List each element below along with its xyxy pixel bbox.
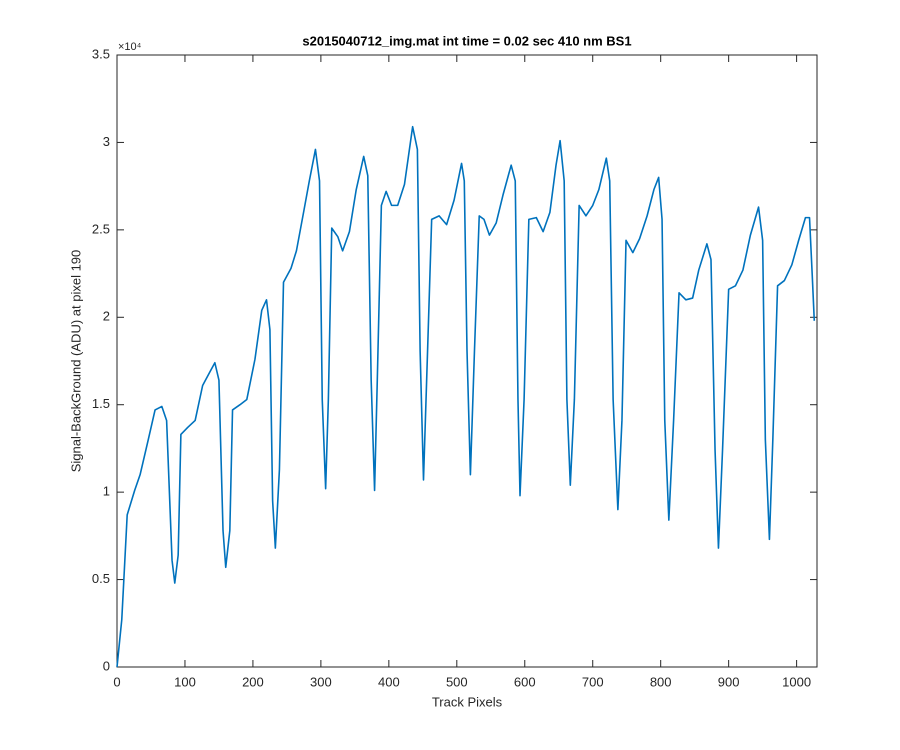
x-tick-label: 600: [514, 674, 536, 689]
chart-title: s2015040712_img.mat int time = 0.02 sec …: [302, 33, 631, 48]
y-tick-label: 3: [103, 134, 110, 149]
x-tick-label: 400: [378, 674, 400, 689]
x-tick-label: 800: [650, 674, 672, 689]
x-tick-label: 0: [113, 674, 120, 689]
y-tick-label: 1.5: [92, 396, 110, 411]
x-tick-label: 900: [718, 674, 740, 689]
x-tick-label: 700: [582, 674, 604, 689]
y-tick-label: 2.5: [92, 221, 110, 236]
data-line: [116, 125, 816, 668]
x-tick-label: 300: [310, 674, 332, 689]
y-exponent-label: ×10⁴: [118, 41, 142, 53]
x-tick-label: 200: [242, 674, 264, 689]
y-axis-label: Signal-BackGround (ADU) at pixel 190: [68, 250, 83, 473]
y-tick-label: 1: [103, 484, 110, 499]
x-tick-label: 500: [446, 674, 468, 689]
y-tick-label: 0.5: [92, 571, 110, 586]
x-tick-label: 100: [174, 674, 196, 689]
y-tick-label: 0: [103, 658, 110, 673]
x-tick-label: 1000: [782, 674, 811, 689]
x-axis-label: Track Pixels: [432, 694, 503, 709]
y-tick-label: 2: [103, 309, 110, 324]
y-tick-label: 3.5: [92, 46, 110, 61]
axes-box: [116, 54, 818, 668]
